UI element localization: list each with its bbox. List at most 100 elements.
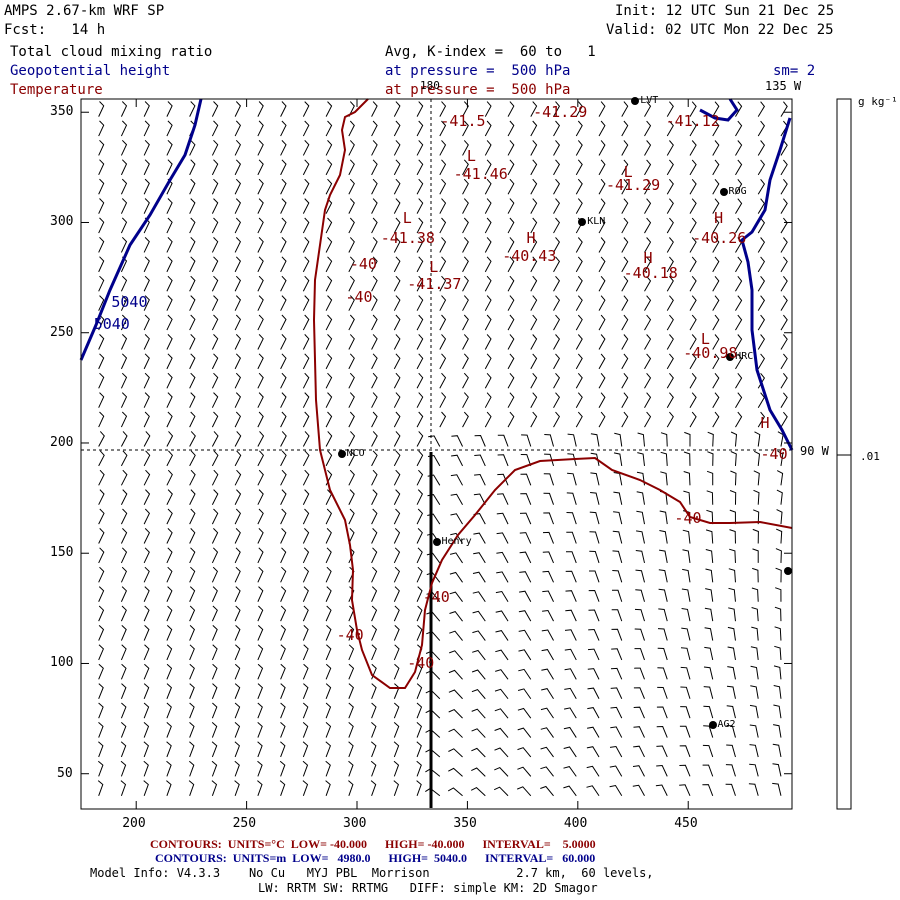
wind-barb xyxy=(656,725,668,738)
wind-barb xyxy=(211,625,218,641)
wind-barb xyxy=(279,760,286,777)
wind-barb xyxy=(553,334,561,350)
wind-barb xyxy=(348,528,355,544)
wind-barb xyxy=(325,353,333,370)
wind-barb xyxy=(234,780,240,796)
wind-barb xyxy=(371,528,378,544)
wind-barb xyxy=(416,566,423,583)
wind-barb xyxy=(120,780,127,796)
wind-barb xyxy=(416,528,423,544)
wind-barb xyxy=(621,392,629,408)
wind-barb xyxy=(507,392,515,408)
wind-barb xyxy=(484,237,492,253)
temperature-label: -40 xyxy=(345,288,373,307)
wind-barb xyxy=(302,431,310,447)
wind-barb xyxy=(774,606,782,622)
wind-barb xyxy=(280,101,287,117)
wind-barb xyxy=(689,314,697,331)
wind-barb xyxy=(702,784,714,796)
wind-barb xyxy=(257,431,265,447)
station-label: LVT xyxy=(640,95,659,107)
wind-barb xyxy=(325,605,332,622)
wind-barb xyxy=(439,178,447,195)
wind-barb xyxy=(520,473,532,486)
wind-barb xyxy=(530,353,538,370)
wind-barb xyxy=(540,766,554,777)
wind-barb xyxy=(735,120,743,137)
wind-barb xyxy=(780,411,788,428)
wind-barb xyxy=(689,372,697,389)
station-marker xyxy=(783,566,792,575)
wind-barb xyxy=(325,586,332,602)
wind-barb xyxy=(280,605,287,622)
wind-barb xyxy=(748,783,759,796)
wind-barb xyxy=(98,275,105,292)
wind-barbs xyxy=(97,101,788,797)
wind-barb xyxy=(425,768,441,777)
wind-barb xyxy=(542,551,554,564)
wind-barb xyxy=(211,722,218,738)
field-height-label: Geopotential height xyxy=(10,63,171,79)
wind-barb xyxy=(530,198,538,214)
wind-barb xyxy=(302,159,310,176)
wind-barb xyxy=(280,178,287,195)
wind-barb xyxy=(780,217,788,234)
wind-barb xyxy=(143,528,151,544)
wind-barb xyxy=(735,372,743,389)
wind-barb xyxy=(325,159,333,176)
wind-barb xyxy=(416,586,423,602)
wind-barb xyxy=(682,568,691,583)
wind-barb xyxy=(666,275,674,292)
wind-barb xyxy=(234,741,240,758)
wind-barb xyxy=(325,566,332,583)
wind-barb xyxy=(449,552,463,564)
wind-barb xyxy=(371,295,378,311)
wind-barb xyxy=(657,628,668,641)
wind-barb xyxy=(393,780,399,796)
wind-barb xyxy=(462,334,469,350)
wind-barb xyxy=(757,120,766,137)
wind-barb xyxy=(257,663,264,680)
wind-barb xyxy=(348,314,355,331)
wind-barb xyxy=(280,275,287,292)
wind-barb xyxy=(280,450,287,467)
wind-barb xyxy=(234,334,242,350)
wind-barb xyxy=(98,198,105,214)
wind-barb xyxy=(120,450,128,467)
wind-barb xyxy=(98,431,105,447)
wind-barb xyxy=(98,392,105,408)
wind-barb xyxy=(189,334,196,350)
wind-barb xyxy=(541,688,554,700)
wind-barb xyxy=(348,198,355,214)
wind-barb xyxy=(234,120,242,137)
station-label: HRC xyxy=(735,350,754,362)
wind-barb xyxy=(689,295,697,311)
wind-barb xyxy=(257,392,264,408)
wind-barb xyxy=(633,726,645,738)
wind-barb xyxy=(448,728,463,738)
wind-barb xyxy=(563,746,577,758)
wind-barb xyxy=(507,295,515,311)
temperature-label: -41.37 xyxy=(407,275,462,294)
wind-barb xyxy=(257,528,264,544)
wind-barb xyxy=(234,139,242,156)
wind-barb xyxy=(257,586,264,602)
height-contour-label: 5040 xyxy=(111,292,148,311)
wind-barb xyxy=(553,198,561,214)
wind-barb xyxy=(598,101,606,117)
wind-barb xyxy=(143,722,150,738)
wind-barb xyxy=(211,237,219,253)
wind-barb xyxy=(166,198,173,214)
wind-barb xyxy=(143,139,150,156)
wind-barb xyxy=(484,256,492,273)
wind-barb xyxy=(680,686,691,699)
wind-barb xyxy=(143,644,150,661)
wind-barb xyxy=(189,644,195,661)
wind-barb xyxy=(656,745,668,758)
wind-barb xyxy=(393,566,401,583)
wind-barb xyxy=(484,140,492,156)
wind-barb xyxy=(371,314,378,331)
wind-barb xyxy=(427,513,441,525)
wind-barb xyxy=(166,256,173,273)
wind-barb xyxy=(727,646,736,661)
